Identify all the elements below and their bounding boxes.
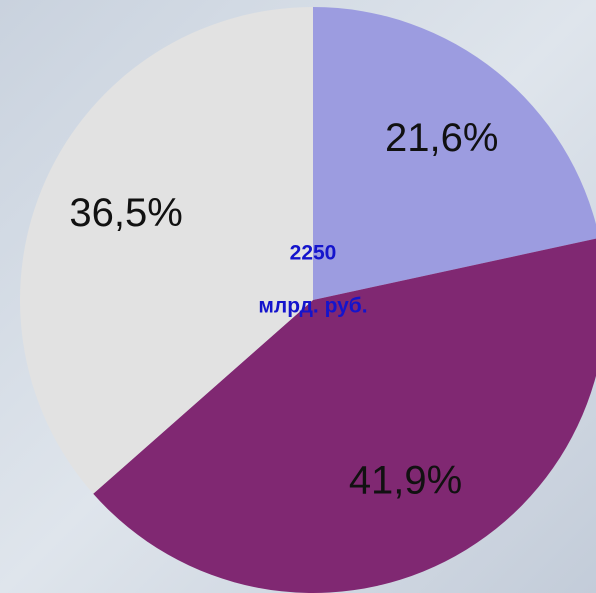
pie-slice	[313, 7, 596, 300]
slice-label: 41,9%	[349, 459, 462, 503]
pie-slice	[93, 238, 596, 593]
total-label: 2250	[290, 242, 337, 265]
slice-label: 36,5%	[69, 191, 182, 235]
pie-slice	[20, 7, 314, 494]
slice-label: 21,6%	[385, 116, 498, 160]
total-unit: млрд. руб.	[258, 295, 367, 318]
